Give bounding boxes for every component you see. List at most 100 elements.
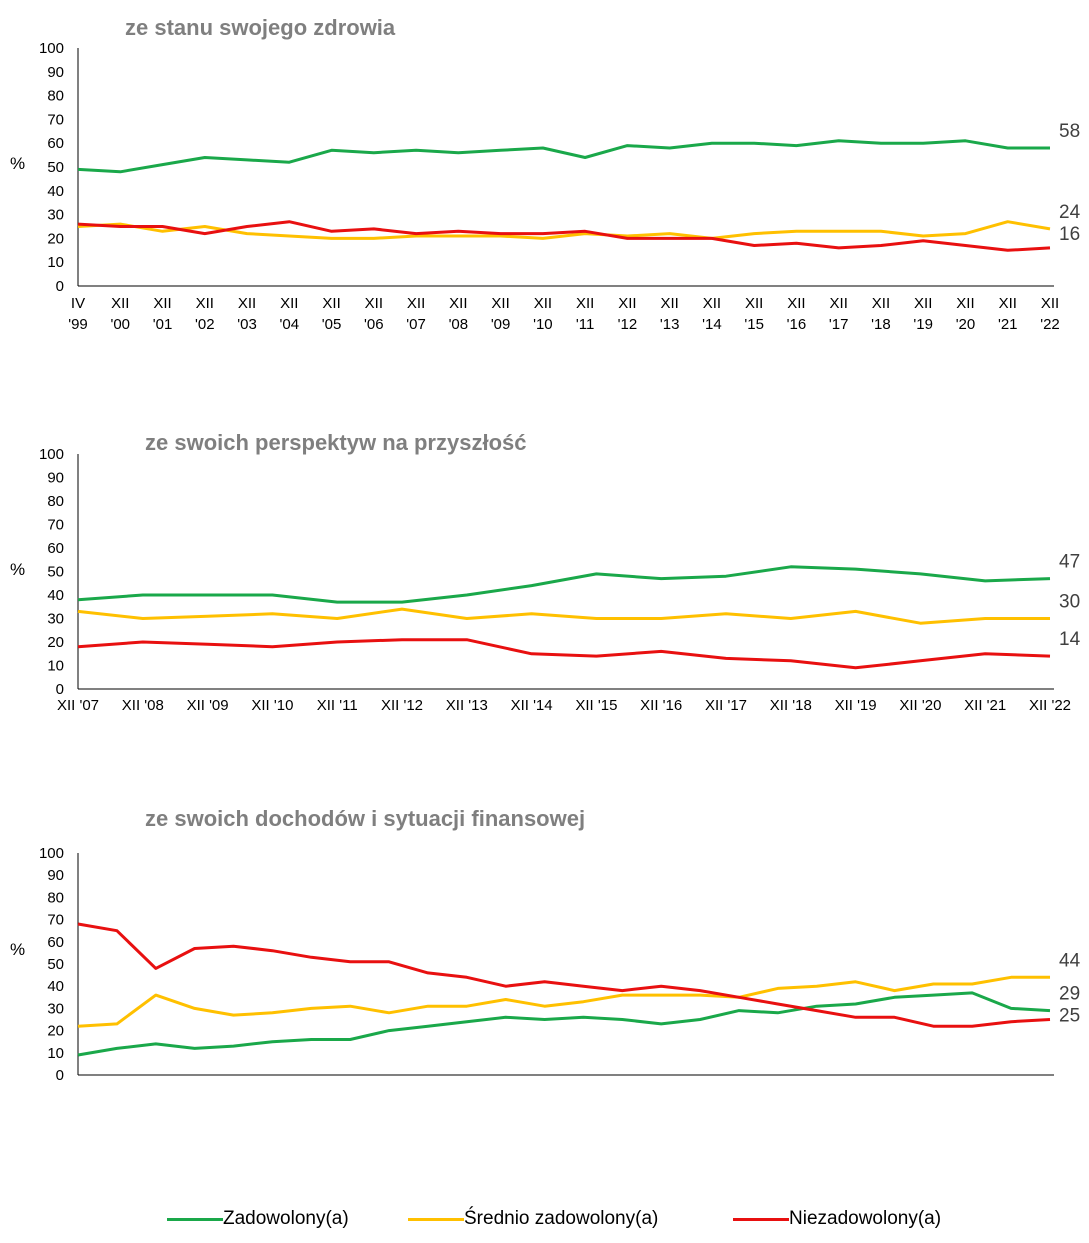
x-tick-label-line: XII '07 <box>57 697 99 714</box>
x-tick-label: XII '09 <box>491 295 511 333</box>
x-tick-label-line: '15 <box>744 316 764 333</box>
y-tick-label: 20 <box>47 230 64 247</box>
y-tick-label: 50 <box>47 956 64 973</box>
y-tick-label: 10 <box>47 1045 64 1062</box>
x-tick-label-line: '11 <box>576 316 594 333</box>
x-tick-label: XII '17 <box>829 295 849 333</box>
x-tick-label-line: '05 <box>322 316 342 333</box>
x-tick-label-line: XII '21 <box>964 697 1006 714</box>
end-value-label: 30 <box>1059 592 1080 613</box>
x-tick-label: XII '09 <box>187 697 229 714</box>
chart-3-title: ze swoich dochodów i sytuacji finansowej <box>145 806 586 831</box>
x-tick-label-line: '04 <box>280 316 300 333</box>
x-tick-label: XII '16 <box>787 295 807 333</box>
x-tick-label: XII '02 <box>195 295 215 333</box>
x-tick-label: XII '22 <box>1040 295 1060 333</box>
y-tick-label: 60 <box>47 540 64 557</box>
x-tick-label: XII '16 <box>640 697 682 714</box>
chart-2-title: ze swoich perspektyw na przyszłość <box>145 430 527 455</box>
x-tick-label: XII '08 <box>122 697 164 714</box>
x-tick-label: XII '15 <box>744 295 764 333</box>
x-tick-label-line: XII <box>111 295 129 312</box>
y-tick-label: 70 <box>47 517 64 534</box>
legend: Zadowolony(a) Średnio zadowolony(a) Niez… <box>0 1208 1089 1238</box>
chart-health: 0 10 20 30 40 50 60 70 80 90 100% IV '99 XII '00 XII '01… <box>10 40 1081 333</box>
x-tick-label-line: '20 <box>956 316 976 333</box>
y-tick-label: 30 <box>47 207 64 224</box>
x-tick-label: XII '10 <box>533 295 553 333</box>
x-tick-label-line: XII <box>280 295 298 312</box>
x-tick-label-line: XII <box>153 295 171 312</box>
x-tick-label-line: '12 <box>618 316 638 333</box>
y-axis-label: % <box>10 154 25 173</box>
y-tick-label: 10 <box>47 658 64 675</box>
x-tick-label-line: XII '15 <box>575 697 617 714</box>
y-tick-label: 80 <box>47 493 64 510</box>
x-tick-label-line: XII <box>703 295 721 312</box>
x-tick-label-line: XII <box>491 295 509 312</box>
x-tick-label-line: XII <box>660 295 678 312</box>
x-tick-label-line: '00 <box>110 316 130 333</box>
x-tick-label-line: XII <box>787 295 805 312</box>
x-tick-label-line: XII <box>999 295 1017 312</box>
x-tick-label: XII '01 <box>153 295 173 333</box>
x-tick-label: XII '21 <box>998 295 1018 333</box>
x-tick-label: XII '06 <box>364 295 384 333</box>
y-tick-label: 100 <box>39 845 64 862</box>
y-tick-label: 50 <box>47 159 64 176</box>
x-tick-label: XII '10 <box>251 697 293 714</box>
legend-swatch-niezadowolony <box>733 1217 789 1221</box>
x-tick-label-line: XII '19 <box>835 697 877 714</box>
y-tick-label: 0 <box>56 681 64 698</box>
y-tick-label: 60 <box>47 934 64 951</box>
x-tick-label-line: XII '22 <box>1029 697 1071 714</box>
series-line <box>77 565 1051 604</box>
y-axis-label: % <box>10 940 25 959</box>
x-tick-label-line: XII <box>196 295 214 312</box>
x-tick-label-line: XII <box>914 295 932 312</box>
series-line <box>77 922 1051 1028</box>
x-tick-label: XII '11 <box>317 697 358 714</box>
x-tick-label-line: '10 <box>533 316 553 333</box>
end-value-label: 14 <box>1059 629 1081 650</box>
series-line <box>77 220 1051 240</box>
x-tick-label-line: '17 <box>829 316 849 333</box>
y-tick-label: 30 <box>47 1000 64 1017</box>
y-tick-label: 100 <box>39 446 64 463</box>
x-tick-label-line: '02 <box>195 316 215 333</box>
x-tick-label-line: XII '17 <box>705 697 747 714</box>
series-line <box>77 638 1051 670</box>
x-tick-label: XII '20 <box>899 697 941 714</box>
x-tick-label-line: IV <box>71 295 85 312</box>
x-tick-label: XII '13 <box>660 295 680 333</box>
x-tick-label: XII '08 <box>449 295 469 333</box>
x-tick-label-line: XII <box>322 295 340 312</box>
y-tick-label: 70 <box>47 912 64 929</box>
x-tick-label: XII '18 <box>770 697 812 714</box>
x-tick-label: XII '11 <box>576 295 594 333</box>
x-tick-label-line: '13 <box>660 316 680 333</box>
chart-1-title: ze stanu swojego zdrowia <box>125 15 396 40</box>
x-tick-label-line: '21 <box>998 316 1018 333</box>
series-line <box>77 220 1051 252</box>
y-tick-label: 20 <box>47 1023 64 1040</box>
x-tick-label-line: XII '11 <box>317 697 358 714</box>
y-tick-label: 0 <box>56 278 64 295</box>
x-tick-label-line: XII <box>407 295 425 312</box>
x-tick-label: XII '18 <box>871 295 891 333</box>
x-tick-label-line: '09 <box>491 316 511 333</box>
y-axis-label: % <box>10 560 25 579</box>
x-tick-label-line: '19 <box>913 316 933 333</box>
series-line <box>77 991 1051 1057</box>
x-tick-label: XII '17 <box>705 697 747 714</box>
end-value-label: 47 <box>1059 552 1080 573</box>
x-tick-label-line: '16 <box>787 316 807 333</box>
y-tick-label: 80 <box>47 889 64 906</box>
x-tick-label: XII '21 <box>964 697 1006 714</box>
end-value-label: 16 <box>1059 224 1080 245</box>
x-tick-label: XII '07 <box>406 295 426 333</box>
x-tick-label: XII '19 <box>835 697 877 714</box>
x-tick-label-line: '14 <box>702 316 722 333</box>
y-tick-label: 40 <box>47 978 64 995</box>
x-tick-label-line: XII <box>449 295 467 312</box>
